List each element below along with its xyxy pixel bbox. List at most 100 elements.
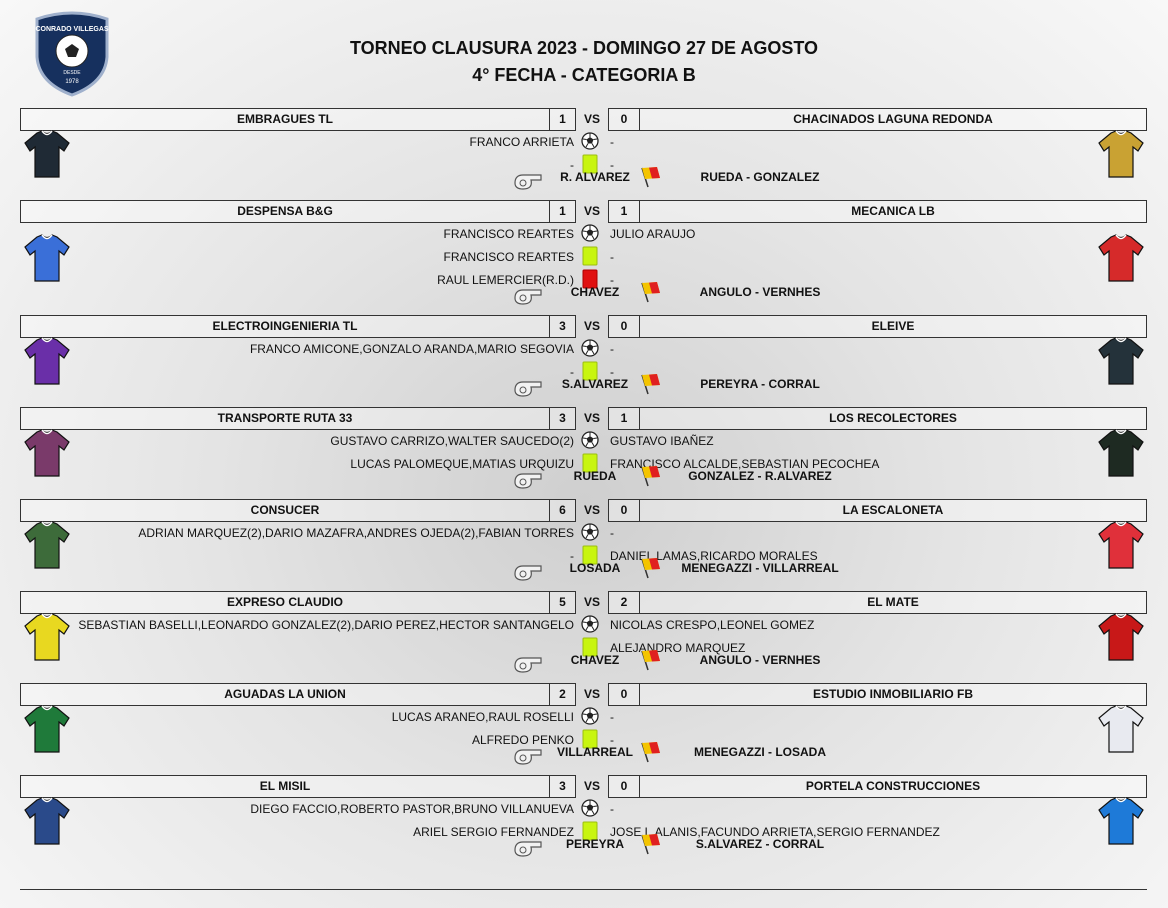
- team-shirt: [1098, 130, 1144, 178]
- referee: CHAVEZ: [570, 285, 620, 299]
- team-shirt: [1098, 705, 1144, 753]
- away-score: 0: [608, 775, 640, 798]
- vs-label: VS: [583, 503, 600, 517]
- whistle-icon: [514, 381, 542, 397]
- referee: PEREYRA: [565, 837, 624, 851]
- logo-since: DESDE: [63, 70, 81, 76]
- home-score: 1: [549, 200, 576, 223]
- away-players: -: [610, 802, 614, 816]
- away-players: -: [610, 135, 614, 149]
- away-score: 0: [608, 499, 640, 522]
- home-score: 6: [549, 499, 576, 522]
- away-players: -: [610, 158, 614, 172]
- away-score: 1: [608, 407, 640, 430]
- team-shirt: [24, 337, 70, 385]
- flag-icon: [641, 282, 660, 303]
- assistants: PEREYRA - CORRAL: [700, 377, 820, 391]
- away-score: 0: [608, 683, 640, 706]
- home-players: ARIEL SERGIO FERNANDEZ: [413, 825, 574, 839]
- team-shirt: [1098, 337, 1144, 385]
- away-players: DANIEL LAMAS,RICARDO MORALES: [610, 549, 818, 563]
- home-team: EXPRESO CLAUDIO: [20, 591, 550, 614]
- away-players: FRANCISCO ALCALDE,SEBASTIAN PECOCHEA: [610, 457, 880, 471]
- team-shirt: [1098, 797, 1144, 845]
- away-players: -: [610, 526, 614, 540]
- yellow-icon: [582, 821, 598, 841]
- subtitle: 4° FECHA - CATEGORIA B: [472, 65, 696, 85]
- whistle-icon: [514, 174, 542, 190]
- referee: RUEDA: [573, 469, 617, 483]
- home-players: GUSTAVO CARRIZO,WALTER SAUCEDO(2): [330, 434, 574, 448]
- away-players: GUSTAVO IBAÑEZ: [610, 434, 714, 448]
- team-shirt: [24, 130, 70, 178]
- vs-label: VS: [583, 204, 600, 218]
- flag-icon: [641, 167, 660, 188]
- away-team: LOS RECOLECTORES: [639, 407, 1147, 430]
- yellow-icon: [582, 453, 598, 473]
- vs-label: VS: [583, 687, 600, 701]
- home-score: 3: [549, 315, 576, 338]
- vs-label: VS: [583, 779, 600, 793]
- title: TORNEO CLAUSURA 2023 - DOMINGO 27 DE AGO…: [349, 38, 819, 58]
- home-players: -: [570, 158, 574, 172]
- flag-icon: [641, 558, 660, 579]
- logo-year: 1978: [65, 79, 79, 85]
- assistants: GONZALEZ - R.ALVAREZ: [688, 469, 832, 483]
- whistle-icon: [514, 657, 542, 673]
- yellow-icon: [582, 545, 598, 565]
- home-team: EL MISIL: [20, 775, 550, 798]
- home-players: -: [570, 365, 574, 379]
- yellow-icon: [582, 637, 598, 657]
- team-shirt: [1098, 429, 1144, 477]
- home-players: ALFREDO PENKO: [471, 733, 574, 747]
- home-team: CONSUCER: [20, 499, 550, 522]
- logo-name: CONRADO VILLEGAS: [35, 26, 108, 33]
- vs-label: VS: [583, 411, 600, 425]
- red-icon: [582, 269, 598, 289]
- assistants: RUEDA - GONZALEZ: [700, 170, 820, 184]
- yellow-icon: [582, 154, 598, 174]
- home-team: AGUADAS LA UNION: [20, 683, 550, 706]
- team-shirt: [24, 797, 70, 845]
- home-score: 1: [549, 108, 576, 131]
- team-shirt: [1098, 521, 1144, 569]
- yellow-icon: [582, 361, 598, 381]
- away-score: 0: [608, 108, 640, 131]
- away-score: 1: [608, 200, 640, 223]
- away-score: 0: [608, 315, 640, 338]
- goal-icon: [581, 799, 599, 817]
- referee: VILLARREAL: [557, 745, 633, 759]
- away-score: 2: [608, 591, 640, 614]
- flag-icon: [641, 742, 660, 763]
- goal-icon: [581, 224, 599, 242]
- away-players: -: [610, 710, 614, 724]
- bottom-rule: [20, 889, 1147, 890]
- home-players: FRANCISCO REARTES: [443, 250, 574, 264]
- away-team: LA ESCALONETA: [639, 499, 1147, 522]
- away-team: MECANICA LB: [639, 200, 1147, 223]
- vs-label: VS: [583, 319, 600, 333]
- home-players: FRANCO ARRIETA: [469, 135, 574, 149]
- home-players: LUCAS ARANEO,RAUL ROSELLI: [391, 710, 574, 724]
- away-players: JULIO ARAUJO: [610, 227, 696, 241]
- referee: R. ALVAREZ: [560, 170, 630, 184]
- referee: S.ALVAREZ: [561, 377, 629, 391]
- vs-label: VS: [583, 595, 600, 609]
- home-players: -: [570, 549, 574, 563]
- team-shirt: [1098, 233, 1144, 282]
- team-shirt: [24, 705, 70, 753]
- home-score: 5: [549, 591, 576, 614]
- team-shirt: [24, 233, 70, 282]
- flag-icon: [641, 834, 660, 855]
- home-players: SEBASTIAN BASELLI,LEONARDO GONZALEZ(2),D…: [78, 618, 574, 632]
- home-players: ADRIAN MARQUEZ(2),DARIO MAZAFRA,ANDRES O…: [138, 526, 574, 540]
- away-team: PORTELA CONSTRUCCIONES: [639, 775, 1147, 798]
- away-players: -: [610, 273, 614, 287]
- away-players: -: [610, 342, 614, 356]
- home-team: ELECTROINGENIERIA TL: [20, 315, 550, 338]
- club-logo: CONRADO VILLEGAS DESDE 1978: [35, 11, 109, 97]
- home-team: DESPENSA B&G: [20, 200, 550, 223]
- away-team: EL MATE: [639, 591, 1147, 614]
- vs-label: VS: [583, 112, 600, 126]
